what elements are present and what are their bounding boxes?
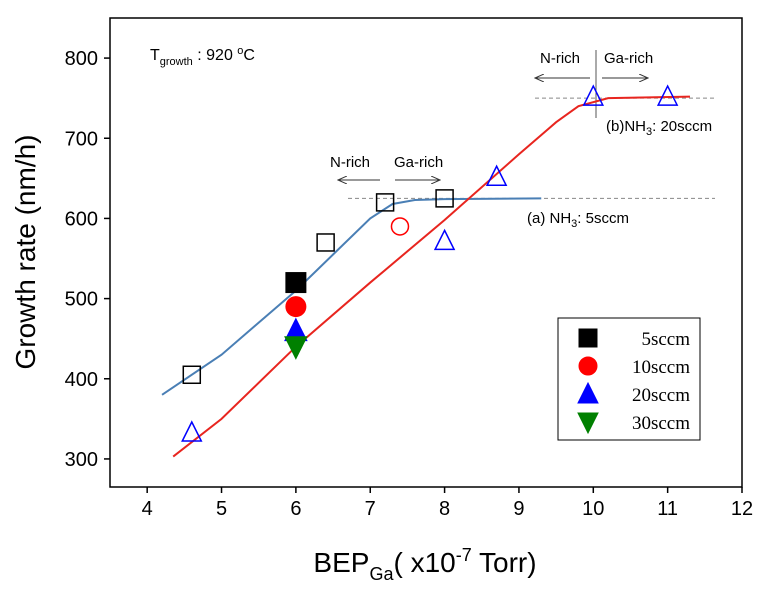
legend-marker (577, 412, 599, 435)
y-tick-label: 800 (65, 48, 98, 70)
legend-label: 30sccm (632, 413, 690, 434)
data-point (390, 217, 410, 236)
data-point (656, 84, 679, 106)
y-tick-label: 700 (65, 128, 98, 150)
x-tick-label: 7 (365, 498, 376, 520)
y-tick-label: 500 (65, 289, 98, 311)
data-point (181, 420, 203, 442)
data-point (316, 233, 335, 252)
annotation: (b)NH3: 20sccm (606, 118, 712, 138)
fit-line (161, 197, 542, 396)
y-tick-label: 300 (65, 449, 98, 471)
y-tick-label: 400 (65, 369, 98, 391)
x-tick-label: 4 (142, 498, 153, 520)
data-point (285, 272, 307, 294)
data-point (284, 336, 308, 360)
x-tick-label: 11 (657, 498, 678, 520)
regime-label: N-rich (540, 50, 580, 67)
data-point (582, 84, 605, 106)
data-point (182, 365, 202, 385)
fit-line (172, 95, 690, 458)
data-point (285, 296, 307, 318)
x-tick-label: 8 (439, 498, 450, 520)
regime-label: N-rich (330, 154, 370, 171)
y-axis-label: Growth rate (nm/h) (10, 135, 41, 370)
data-point (433, 228, 456, 251)
x-tick-label: 6 (290, 498, 301, 520)
x-tick-label: 10 (582, 498, 604, 520)
legend-label: 10sccm (632, 357, 690, 378)
data-point (435, 189, 454, 208)
y-tick-label: 600 (65, 208, 98, 230)
legend-label: 20sccm (632, 385, 690, 406)
annotation: (a) NH3: 5sccm (527, 210, 629, 230)
growth-temperature: Tgrowth : 920 oC (150, 45, 255, 68)
legend-marker (577, 381, 599, 404)
data-point (485, 164, 508, 186)
legend-label: 5sccm (641, 329, 690, 350)
x-tick-label: 12 (731, 498, 753, 520)
legend-marker (578, 356, 598, 376)
plot-frame (109, 17, 743, 488)
regime-label: Ga-rich (604, 50, 653, 67)
data-point (375, 193, 395, 212)
regime-label: Ga-rich (394, 154, 443, 171)
x-tick-label: 5 (216, 498, 227, 520)
legend-marker (578, 328, 598, 348)
x-axis-label: BEPGa( x10-7 Torr) (313, 545, 536, 584)
x-tick-label: 9 (513, 498, 524, 520)
